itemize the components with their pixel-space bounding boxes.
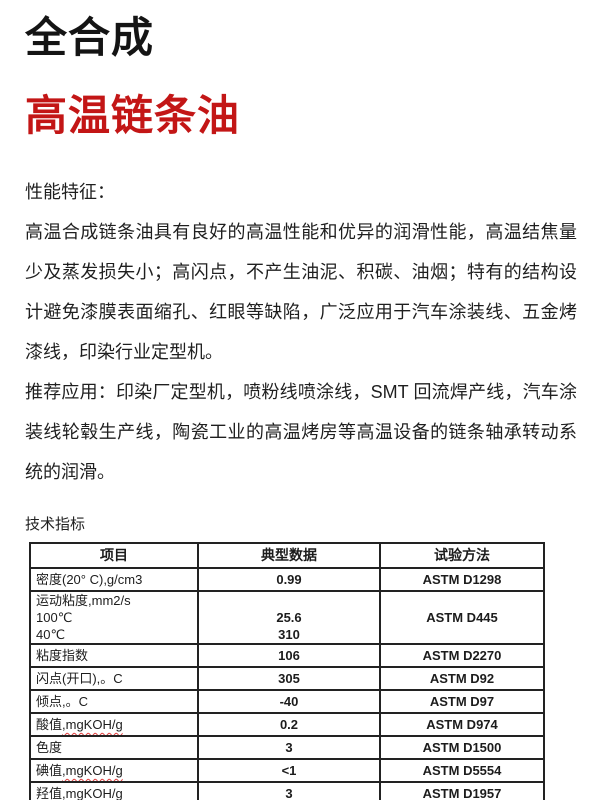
spec-table-body: 密度(20° C),g/cm3 0.99 ASTM D1298 运动粘度,mm2/s 1… (29, 567, 545, 800)
features-paragraph: 高温合成链条油具有良好的高温性能和优异的润滑性能，高温结焦量少及蒸发损失小；高闪… (25, 222, 577, 362)
table-row: 密度(20° C),g/cm3 0.99 ASTM D1298 (29, 567, 545, 592)
item-label: 粘度指数 (36, 648, 89, 663)
item-line: 100℃ (36, 610, 73, 625)
cell-item: 密度(20° C),g/cm3 (29, 567, 199, 592)
item-label: 色度 (36, 740, 63, 755)
cell-typical-data: 25.6 310 (197, 590, 381, 645)
item-label-spellcheck: ,mgKOH/g (62, 763, 123, 778)
cell-typical-data: 3 (197, 781, 381, 800)
cell-test-method: ASTM D1298 (379, 567, 545, 592)
column-header-test-method: 试验方法 (379, 542, 545, 569)
cell-test-method: ASTM D92 (379, 666, 545, 691)
cell-typical-data: 305 (197, 666, 381, 691)
cell-item: 粘度指数 (29, 643, 199, 668)
value-line: 25.6 (276, 610, 302, 625)
features-heading: 性能特征： (25, 182, 115, 202)
table-row: 粘度指数 106 ASTM D2270 (29, 643, 545, 668)
cell-test-method: ASTM D1500 (379, 735, 545, 760)
table-row: 倾点,。C -40 ASTM D97 (29, 689, 545, 714)
item-label: 酸值 (36, 717, 63, 732)
cell-typical-data: 3 (197, 735, 381, 760)
product-title-line1: 全合成 (25, 14, 155, 61)
item-label: 密度(20° C),g/cm3 (36, 572, 143, 587)
value-line: 310 (278, 627, 300, 642)
product-title-line2: 高温链条油 (25, 92, 241, 139)
item-label-spellcheck: ,mgKOH/g (62, 717, 123, 732)
cell-test-method: ASTM D5554 (379, 758, 545, 783)
cell-item: 色度 (29, 735, 199, 760)
item-label-spellcheck: ,mgKOH/g (62, 786, 123, 800)
cell-item: 运动粘度,mm2/s 100℃ 40℃ (29, 590, 199, 645)
table-row: 碘值,mgKOH/g <1 ASTM D5554 (29, 758, 545, 783)
spec-table-label: 技术指标 (25, 516, 86, 533)
cell-item: 羟值,mgKOH/g (29, 781, 199, 800)
cell-test-method: ASTM D1957 (379, 781, 545, 800)
table-header-row: 项目 典型数据 试验方法 (29, 542, 545, 569)
table-row: 运动粘度,mm2/s 100℃ 40℃ 25.6 310 ASTM D445 (29, 590, 545, 645)
column-header-item: 项目 (29, 542, 199, 569)
cell-test-method: ASTM D2270 (379, 643, 545, 668)
item-line: 运动粘度,mm2/s (36, 593, 131, 608)
cell-typical-data: 0.2 (197, 712, 381, 737)
table-row: 闪点(开口),。C 305 ASTM D92 (29, 666, 545, 691)
cell-test-method: ASTM D445 (379, 590, 545, 645)
spec-table: 项目 典型数据 试验方法 密度(20° C),g/cm3 0.99 ASTM D12… (29, 542, 545, 800)
item-label: 倾点,。C (36, 694, 89, 709)
value-line (204, 593, 374, 609)
body-text: 性能特征： 高温合成链条油具有良好的高温性能和优异的润滑性能，高温结焦量少及蒸发… (25, 172, 577, 492)
cell-typical-data: 0.99 (197, 567, 381, 592)
table-row: 羟值,mgKOH/g 3 ASTM D1957 (29, 781, 545, 800)
cell-typical-data: <1 (197, 758, 381, 783)
item-line: 40℃ (36, 627, 66, 642)
table-row: 色度 3 ASTM D1500 (29, 735, 545, 760)
table-row: 酸值,mgKOH/g 0.2 ASTM D974 (29, 712, 545, 737)
item-label: 闪点(开口),。C (36, 671, 123, 686)
applications-paragraph: 推荐应用：印染厂定型机，喷粉线喷涂线，SMT 回流焊产线，汽车涂装线轮毂生产线，… (25, 382, 577, 482)
cell-typical-data: 106 (197, 643, 381, 668)
cell-test-method: ASTM D974 (379, 712, 545, 737)
cell-item: 倾点,。C (29, 689, 199, 714)
column-header-typical-data: 典型数据 (197, 542, 381, 569)
cell-item: 酸值,mgKOH/g (29, 712, 199, 737)
cell-item: 闪点(开口),。C (29, 666, 199, 691)
cell-typical-data: -40 (197, 689, 381, 714)
item-label: 碘值 (36, 763, 63, 778)
cell-test-method: ASTM D97 (379, 689, 545, 714)
cell-item: 碘值,mgKOH/g (29, 758, 199, 783)
item-label: 羟值 (36, 786, 63, 800)
